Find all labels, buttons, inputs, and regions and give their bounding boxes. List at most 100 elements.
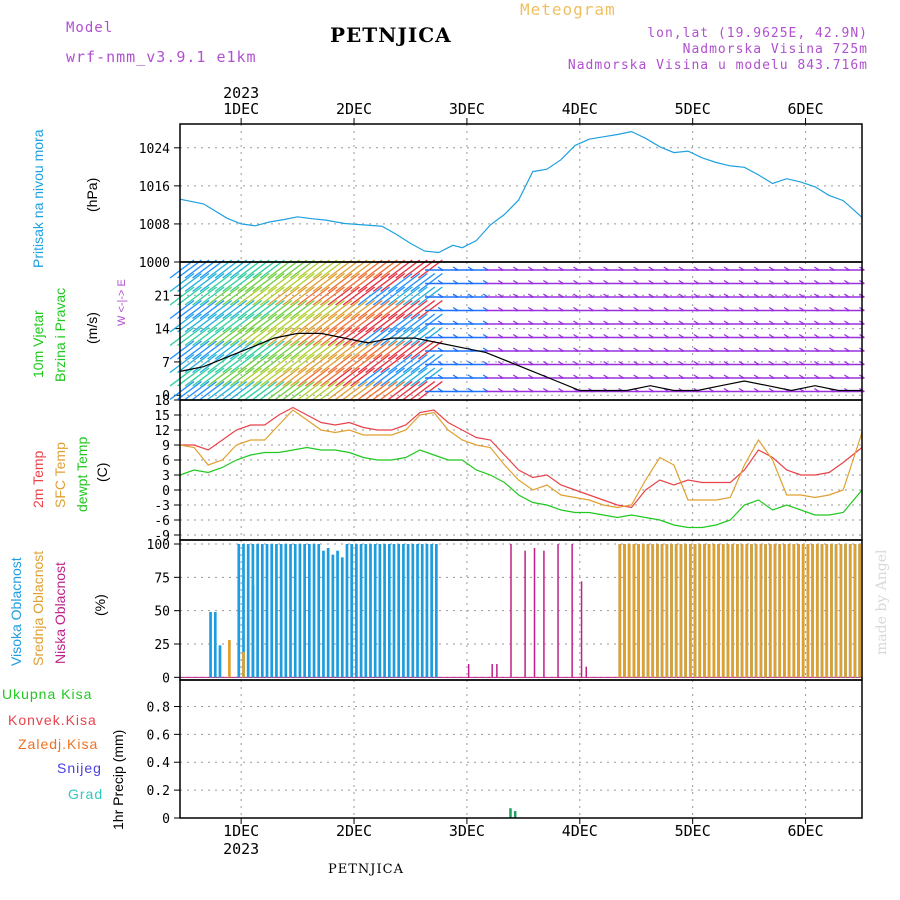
wind-barb [410,286,436,306]
wind-barb [192,353,217,374]
panel-frame [179,679,863,819]
date-label-top: 1DEC [223,100,259,118]
cloud-bar [411,544,415,678]
wind-barb [417,259,443,279]
wind-barb [282,380,308,401]
cloud-bar [830,544,833,678]
wind-barb [350,272,376,293]
y-tick-label: 0 [162,389,170,404]
wind-barb [335,313,360,333]
wind-barb [372,340,398,360]
wind-barb [320,313,345,333]
wind-barb [380,272,406,293]
wind-barb [229,286,255,306]
wind-barb [350,380,376,401]
wind-barb [312,272,338,293]
wind-barb [297,380,323,401]
wind-barb [177,380,202,401]
wind-barb [289,313,315,333]
wind-barb [327,299,353,320]
wind-barb [380,353,406,374]
y-tick-label: 0.6 [147,728,170,743]
cloud-bar [340,557,344,678]
cloud-bar [848,544,852,678]
wind-barb [259,259,285,279]
wind-barb [184,272,210,293]
wind-barb [214,286,240,306]
wind-barb [402,272,428,293]
wind-barb [169,259,195,279]
wind-barb [229,380,255,401]
wind-barb [222,380,248,401]
wind-barb [357,299,383,320]
cloud-bar [726,544,730,678]
cloud-bar [754,544,758,678]
wind-barb [244,286,270,306]
wind-barb [282,367,308,387]
wind-barb [244,340,270,360]
cloud-bar [434,544,438,678]
wind-barb [410,259,436,279]
wind-barb [312,340,338,360]
wind-barb [327,259,353,279]
wind-barb [259,313,285,333]
wind-barb [244,259,270,279]
wind-barb [350,259,376,279]
wind-barb [417,340,443,360]
wind-barb [199,367,225,387]
wind-barb [184,259,210,279]
wind-barb [365,259,391,279]
cloud-bar [825,544,829,678]
wind-barb [410,313,436,333]
cloud-bar [543,550,545,678]
wind-barb [335,299,360,320]
wind-barb [297,313,323,333]
cloud-bar [707,544,711,678]
wind-barb [312,353,338,374]
wind-barb [402,353,428,374]
wind-barb [229,259,255,279]
station-title: PETNJICA [330,23,452,47]
wind-barb [372,272,398,293]
cloud-bar [218,645,222,678]
wind-barb [387,286,413,306]
wind-barb [297,286,323,306]
wind-barb [410,326,436,347]
y-tick-label: 1016 [139,180,170,195]
cloud-bar [406,544,410,678]
wind-barb [312,286,338,306]
cloud-bar [778,544,782,678]
wind-barb [357,380,383,401]
cloud-bar [651,544,655,678]
cloud-bar [293,544,297,678]
wind-barb [259,380,285,401]
cloud-bar [378,544,382,678]
wind-barb [214,259,240,279]
wind-barb [192,326,217,347]
wind-barb [417,380,443,401]
wind-barb [365,353,391,374]
cloud-bar [721,544,725,678]
precip-bar [509,808,512,818]
wind-barb [372,286,398,306]
wind-barb [372,259,398,279]
wind-barb [282,326,308,347]
wind-barb [320,272,345,293]
cloud-bar [745,544,749,678]
wind-barb [320,326,345,347]
series-line-10m-vjetar-brzina-i-pravac [179,332,862,392]
wind-barb [222,353,248,374]
precip-label-hail: Grad [68,786,104,802]
wind-barb [297,367,323,387]
y-tick-label: 0 [162,671,170,686]
wind-barb [417,299,443,320]
cloud-bar [383,544,386,678]
cloud-bar [416,544,419,678]
wind-barb [177,326,202,347]
wind-barb [267,272,293,293]
wind-barb [395,326,421,347]
wind-barb [372,380,398,401]
wind-barb [335,259,360,279]
wind-barb [237,353,263,374]
wind-barb [395,313,421,333]
